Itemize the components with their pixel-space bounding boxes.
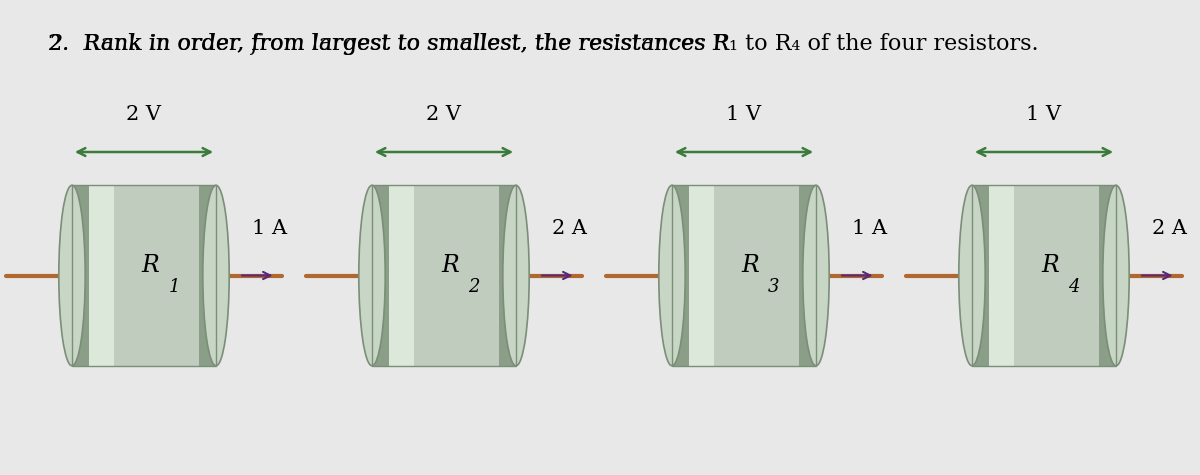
Ellipse shape (1103, 185, 1129, 366)
Text: 2 V: 2 V (126, 104, 162, 124)
Text: 2 V: 2 V (426, 104, 462, 124)
Text: 3: 3 (768, 278, 780, 296)
Bar (72, 185, 89, 366)
Ellipse shape (359, 185, 385, 366)
Text: R: R (442, 255, 458, 277)
Text: 1 V: 1 V (1026, 104, 1062, 124)
Bar (199, 185, 216, 366)
Bar (499, 185, 516, 366)
Ellipse shape (659, 185, 685, 366)
Bar (89, 185, 114, 366)
Bar (372, 185, 516, 366)
Ellipse shape (203, 185, 229, 366)
Bar (689, 185, 714, 366)
Ellipse shape (959, 185, 985, 366)
Text: R: R (142, 255, 158, 277)
Text: 2.  Rank in order, from largest to smallest, the resistances R: 2. Rank in order, from largest to smalle… (48, 33, 730, 55)
Bar (972, 185, 989, 366)
Text: 2.  Rank in order, from largest to smallest, the resistances R₁ to R₄ of the fou: 2. Rank in order, from largest to smalle… (48, 33, 1039, 55)
Bar (972, 185, 1116, 366)
Text: 1 V: 1 V (726, 104, 762, 124)
Bar (1099, 185, 1116, 366)
Text: R: R (1042, 255, 1058, 277)
Text: 4: 4 (1068, 278, 1080, 296)
Ellipse shape (803, 185, 829, 366)
Text: 2 A: 2 A (1152, 218, 1187, 238)
Bar (972, 185, 1116, 366)
Bar (989, 185, 1014, 366)
Bar (372, 185, 389, 366)
Text: 2 A: 2 A (552, 218, 587, 238)
Bar (389, 185, 414, 366)
Bar (672, 185, 816, 366)
Bar (372, 185, 516, 366)
Bar (672, 185, 689, 366)
Ellipse shape (59, 185, 85, 366)
Text: 2: 2 (468, 278, 480, 296)
Bar (72, 185, 216, 366)
Text: 1 A: 1 A (252, 218, 288, 238)
Ellipse shape (503, 185, 529, 366)
Bar (672, 185, 816, 366)
Bar (799, 185, 816, 366)
Text: R: R (742, 255, 758, 277)
Text: 1 A: 1 A (852, 218, 888, 238)
Text: 1: 1 (168, 278, 180, 296)
Bar (72, 185, 216, 366)
